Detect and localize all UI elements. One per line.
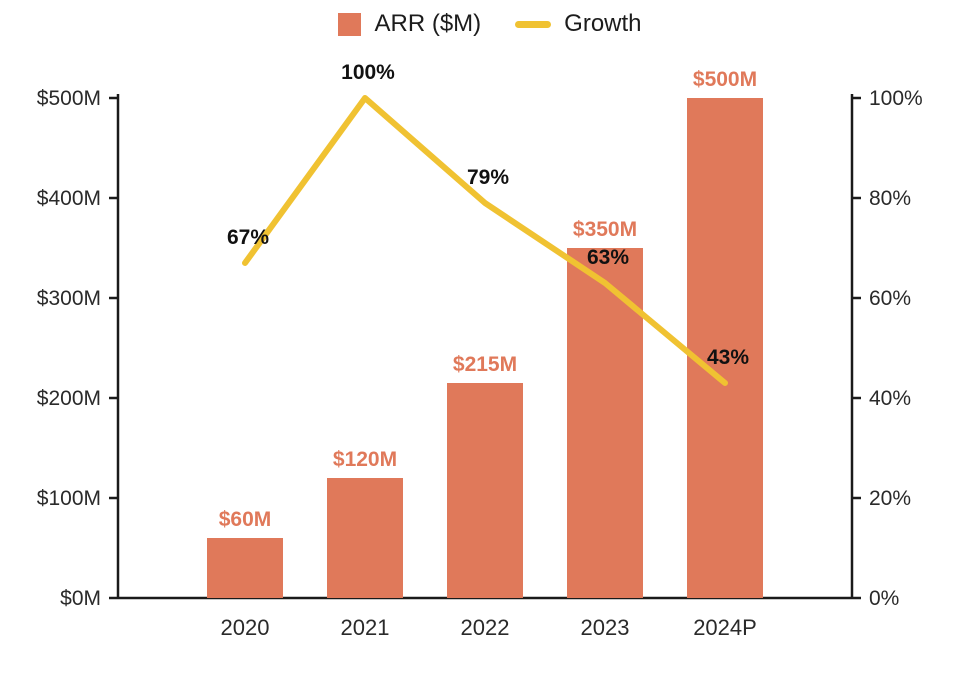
x-axis-label-2023: 2023: [581, 615, 630, 640]
bar-2024P: [687, 98, 763, 598]
bar-swatch-icon: [338, 12, 362, 36]
growth-value-label-2024P: 43%: [707, 346, 749, 369]
bar-value-label-2020: $60M: [219, 508, 272, 531]
legend-item-arr: ARR ($M): [338, 10, 481, 38]
growth-value-label-2021: 100%: [341, 61, 395, 84]
chart-legend: ARR ($M) Growth: [0, 10, 980, 38]
bar-value-label-2023: $350M: [573, 218, 637, 241]
x-axis-label-2021: 2021: [341, 615, 390, 640]
right-tick-label: 80%: [869, 187, 911, 210]
x-axis-label-2024P: 2024P: [693, 615, 757, 640]
left-tick-label: $400M: [37, 187, 101, 210]
right-tick-label: 100%: [869, 87, 923, 110]
bar-value-label-2024P: $500M: [693, 68, 757, 91]
right-tick-label: 40%: [869, 387, 911, 410]
x-axis-label-2022: 2022: [461, 615, 510, 640]
legend-label-arr: ARR ($M): [374, 10, 482, 37]
growth-value-label-2020: 67%: [227, 226, 269, 249]
growth-value-label-2023: 63%: [587, 246, 629, 269]
left-tick-label: $500M: [37, 87, 101, 110]
right-tick-label: 20%: [869, 487, 911, 510]
growth-value-label-2022: 79%: [467, 166, 509, 189]
legend-item-growth: Growth: [515, 10, 642, 38]
growth-line: [242, 95, 728, 386]
bar-2023: [567, 248, 643, 598]
left-tick-label: $100M: [37, 487, 101, 510]
left-tick-label: $200M: [37, 387, 101, 410]
bar-2021: [327, 478, 403, 598]
left-tick-label: $300M: [37, 287, 101, 310]
bar-2020: [207, 538, 283, 598]
right-tick-label: 60%: [869, 287, 911, 310]
left-tick-label: $0M: [60, 587, 101, 610]
right-tick-label: 0%: [869, 587, 899, 610]
x-axis-label-2020: 2020: [221, 615, 270, 640]
bar-value-label-2021: $120M: [333, 448, 397, 471]
bar-value-label-2022: $215M: [453, 353, 517, 376]
legend-label-growth: Growth: [564, 10, 642, 37]
bar-2022: [447, 383, 523, 598]
line-swatch-icon: [515, 20, 552, 28]
